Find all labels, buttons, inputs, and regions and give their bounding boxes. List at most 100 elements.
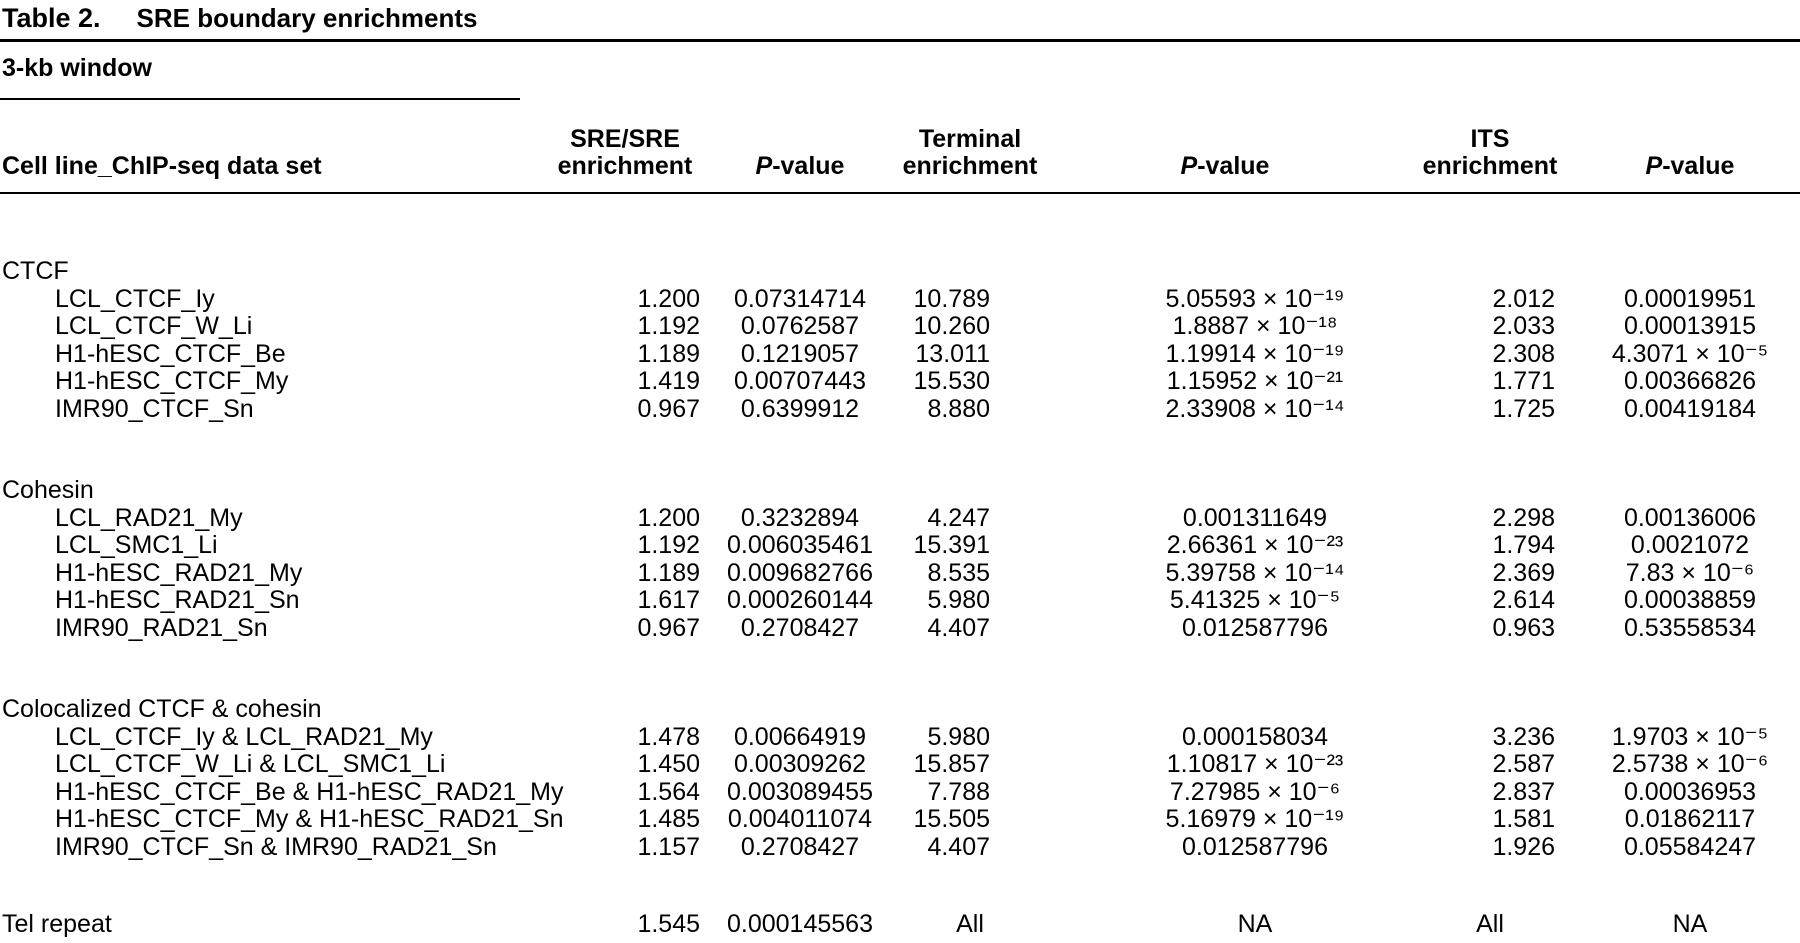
cell-sre: 1.157 xyxy=(637,832,700,861)
table-row: IMR90_RAD21_Sn 0.967 0.2708427 4.407 0.0… xyxy=(0,613,1800,643)
cell-sre: 0.967 xyxy=(637,394,700,423)
section-label: Cohesin xyxy=(2,476,94,504)
cell-its-p: 0.00019951 xyxy=(1623,284,1757,313)
cell-its-p: 0.00038859 xyxy=(1623,586,1757,614)
pvalue-italic-p: P xyxy=(1645,152,1663,180)
cell-terminal-p: 2.33908 × 10⁻¹⁴ xyxy=(1165,394,1345,423)
cell-terminal: 15.530 xyxy=(913,367,990,395)
cell-dataset: LCL_CTCF_Iy xyxy=(55,284,215,313)
cell-its: 2.369 xyxy=(1492,558,1555,587)
cell-sre-p: 0.000260144 xyxy=(727,586,873,614)
cell-dataset: IMR90_RAD21_Sn xyxy=(55,613,268,642)
cell-sre-p: 0.2708427 xyxy=(740,832,860,861)
cell-sre-p: 0.0762587 xyxy=(740,312,860,340)
section-label: CTCF xyxy=(2,257,69,285)
cell-terminal: 4.247 xyxy=(927,503,990,532)
cell-terminal: 8.535 xyxy=(927,558,990,587)
pvalue-suffix: -value xyxy=(1197,152,1270,180)
section-colocalized: Colocalized CTCF & cohesin LCL_CTCF_Iy &… xyxy=(0,642,1800,861)
cell-terminal: 13.011 xyxy=(915,339,990,368)
cell-dataset: Tel repeat xyxy=(2,910,112,938)
cell-dataset: LCL_CTCF_W_Li xyxy=(55,312,253,340)
cell-dataset: LCL_CTCF_W_Li & LCL_SMC1_Li xyxy=(55,750,446,778)
cell-its-p: 7.83 × 10⁻⁶ xyxy=(1625,558,1755,587)
cell-terminal-p: 5.16979 × 10⁻¹⁹ xyxy=(1165,805,1345,833)
table-row: LCL_CTCF_Iy 1.200 0.07314714 10.789 5.05… xyxy=(0,284,1800,314)
cell-its: 1.771 xyxy=(1492,367,1555,395)
cell-its-p: 0.00036953 xyxy=(1623,777,1757,806)
table-row: IMR90_CTCF_Sn 0.967 0.6399912 8.880 2.33… xyxy=(0,394,1800,424)
cell-its-p: 0.00013915 xyxy=(1623,312,1757,340)
section-label: Colocalized CTCF & cohesin xyxy=(2,695,322,723)
cell-terminal-p: NA xyxy=(1237,910,1273,938)
col-header-its-enrichment: ITS enrichment xyxy=(1400,100,1580,194)
cell-its-p: NA xyxy=(1672,910,1708,938)
cell-its-p: 1.9703 × 10⁻⁵ xyxy=(1611,722,1769,751)
col-header-dataset: Cell line_ChIP-seq data set xyxy=(0,100,540,194)
cell-dataset: H1-hESC_RAD21_My xyxy=(55,558,303,587)
cell-dataset: IMR90_CTCF_Sn xyxy=(55,394,254,423)
window-label-rule xyxy=(0,98,520,100)
enrichment-table: Cell line_ChIP-seq data set SRE/SRE enri… xyxy=(0,100,1800,943)
cell-terminal-p: 2.66361 × 10⁻²³ xyxy=(1166,531,1344,559)
table-row: H1-hESC_CTCF_Be 1.189 0.1219057 13.011 1… xyxy=(0,339,1800,369)
table-row: H1-hESC_RAD21_Sn 1.617 0.000260144 5.980… xyxy=(0,586,1800,615)
table-row: LCL_RAD21_My 1.200 0.3232894 4.247 0.001… xyxy=(0,503,1800,533)
cell-its: 1.725 xyxy=(1492,394,1555,423)
cell-terminal-p: 1.15952 × 10⁻²¹ xyxy=(1166,367,1344,395)
table-title-bar: Table 2. SRE boundary enrichments xyxy=(0,0,1800,42)
window-size-label: 3-kb window xyxy=(2,54,152,82)
cell-terminal: 4.407 xyxy=(927,613,990,642)
cell-its: 2.308 xyxy=(1492,339,1555,368)
cell-terminal-p: 1.19914 × 10⁻¹⁹ xyxy=(1165,339,1345,368)
cell-its-p: 0.00419184 xyxy=(1623,394,1757,423)
cell-terminal-p: 7.27985 × 10⁻⁶ xyxy=(1169,777,1341,806)
pvalue-italic-p: P xyxy=(755,152,773,180)
table-row: LCL_CTCF_W_Li & LCL_SMC1_Li 1.450 0.0030… xyxy=(0,750,1800,779)
table-row: H1-hESC_CTCF_My 1.419 0.00707443 15.530 … xyxy=(0,367,1800,396)
cell-sre-p: 0.6399912 xyxy=(740,394,860,423)
cell-dataset: H1-hESC_RAD21_Sn xyxy=(55,586,300,614)
pvalue-suffix: -value xyxy=(1662,152,1735,180)
cell-its: 0.963 xyxy=(1492,613,1555,642)
cell-its-p: 0.53558534 xyxy=(1623,613,1757,642)
table-header: Cell line_ChIP-seq data set SRE/SRE enri… xyxy=(0,100,1800,194)
cell-dataset: LCL_CTCF_Iy & LCL_RAD21_My xyxy=(55,722,433,751)
cell-its: 2.614 xyxy=(1492,586,1555,614)
table-row: LCL_SMC1_Li 1.192 0.006035461 15.391 2.6… xyxy=(0,531,1800,560)
cell-sre: 0.967 xyxy=(637,613,700,642)
cell-terminal: 15.857 xyxy=(913,750,990,778)
cell-its-p: 0.01862117 xyxy=(1624,805,1756,833)
cell-sre-p: 0.1219057 xyxy=(740,339,860,368)
col-header-sre-enrichment: SRE/SRE enrichment xyxy=(540,100,710,194)
cell-its-p: 4.3071 × 10⁻⁵ xyxy=(1611,339,1769,368)
cell-terminal: All xyxy=(956,910,984,938)
cell-sre: 1.200 xyxy=(637,284,700,313)
cell-sre-p: 0.00664919 xyxy=(733,722,867,751)
col-header-its-pvalue: P-value xyxy=(1580,100,1800,194)
cell-sre-p: 0.000145563 xyxy=(727,910,873,938)
cell-its-p: 2.5738 × 10⁻⁶ xyxy=(1611,750,1769,778)
cell-sre: 1.450 xyxy=(637,750,700,778)
cell-sre: 1.192 xyxy=(637,312,700,340)
cell-terminal: 10.789 xyxy=(913,284,990,313)
cell-terminal-p: 5.05593 × 10⁻¹⁹ xyxy=(1165,284,1345,313)
cell-sre-p: 0.3232894 xyxy=(740,503,860,532)
cell-terminal-p: 5.39758 × 10⁻¹⁴ xyxy=(1165,558,1345,587)
cell-sre-p: 0.00707443 xyxy=(733,367,867,395)
table-row: LCL_CTCF_Iy & LCL_RAD21_My 1.478 0.00664… xyxy=(0,722,1800,752)
cell-sre: 1.478 xyxy=(637,722,700,751)
cell-sre: 1.419 xyxy=(637,367,700,395)
cell-its: 2.033 xyxy=(1492,312,1555,340)
section-label-row: Colocalized CTCF & cohesin xyxy=(0,642,1800,724)
cell-dataset: LCL_RAD21_My xyxy=(55,503,243,532)
cell-sre: 1.564 xyxy=(637,777,700,806)
table-number: Table 2. xyxy=(2,3,101,33)
cell-sre: 1.192 xyxy=(637,531,700,559)
cell-terminal: 5.980 xyxy=(927,722,990,751)
header-line: enrichment xyxy=(1422,152,1558,180)
cell-terminal-p: 1.8887 × 10⁻¹⁸ xyxy=(1172,312,1338,340)
cell-dataset: IMR90_CTCF_Sn & IMR90_RAD21_Sn xyxy=(55,832,497,861)
cell-terminal: 4.407 xyxy=(927,832,990,861)
